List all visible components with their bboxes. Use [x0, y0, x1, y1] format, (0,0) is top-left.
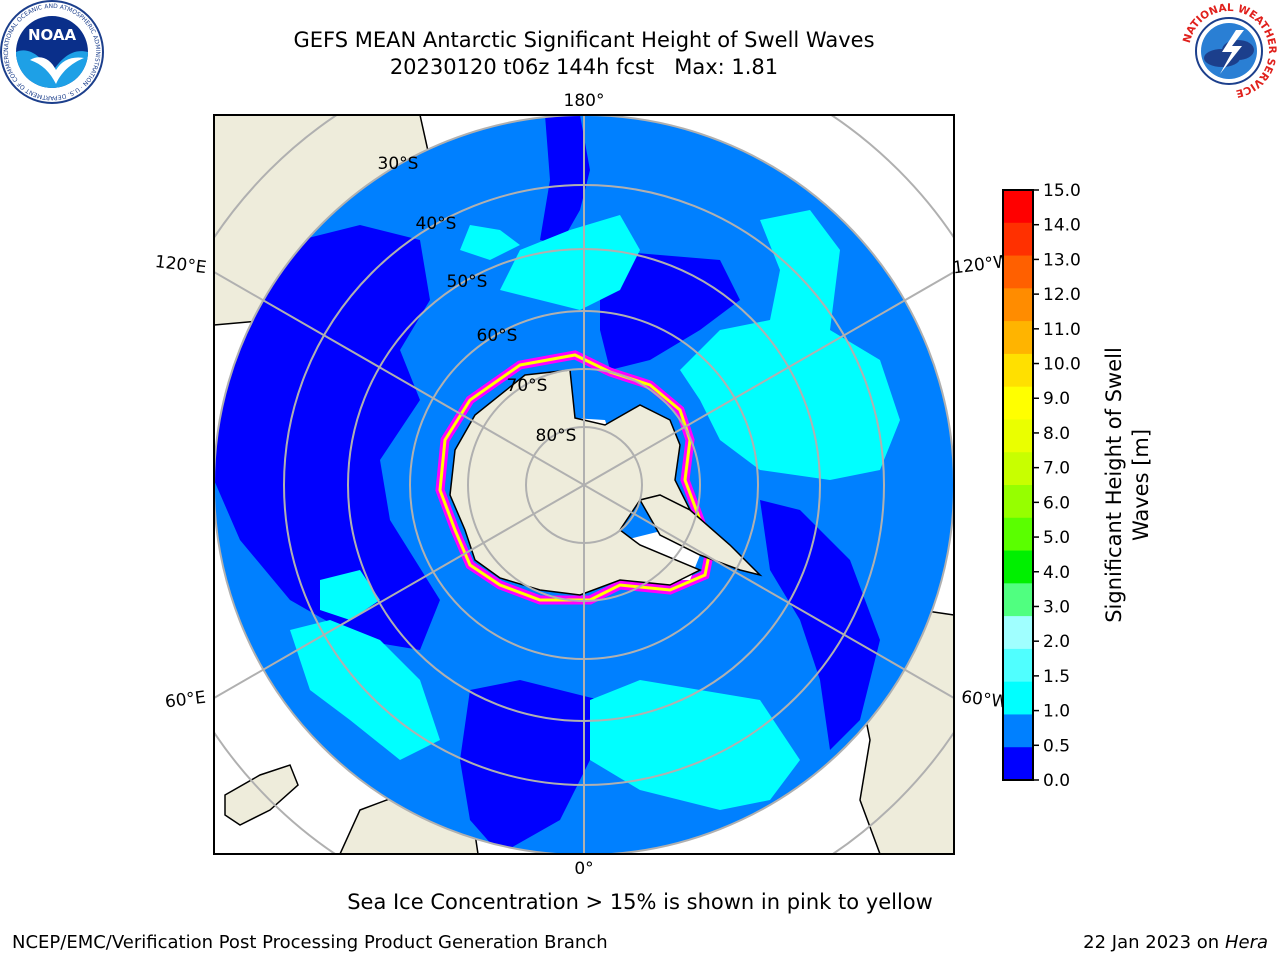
noaa-logo-text: NOAA — [28, 26, 77, 44]
lon-label-180: 180° — [564, 91, 605, 111]
nws-logo: NATIONAL WEATHER SERVICE — [1179, 1, 1279, 101]
meridian-60e-120w — [214, 271, 954, 699]
lat-label-80s: 80°S — [536, 426, 577, 446]
colorbar-band — [1003, 714, 1033, 748]
colorbar-band — [1003, 190, 1033, 224]
colorbar-band — [1003, 616, 1033, 650]
swell-region-dark-east — [760, 500, 880, 750]
noaa-logo: NATIONAL OCEANIC AND ATMOSPHERIC ADMINIS… — [0, 0, 104, 104]
lon-label-60e: 60°E — [164, 688, 207, 713]
swell-region-dark-west — [214, 225, 440, 650]
land-madagascar — [224, 764, 299, 826]
colorbar-band — [1003, 648, 1033, 683]
colorbar-tick-label: 0.0 — [1043, 771, 1070, 790]
chart-subtitle: 20230120 t06z 144h fcst Max: 1.81 — [389, 55, 779, 79]
run-date: 22 Jan 2023 on — [1083, 932, 1225, 953]
land-antarctic-peninsula — [638, 494, 763, 577]
lon-label-0: 0° — [574, 859, 593, 879]
colorbar-band — [1003, 255, 1033, 289]
lat-label-70s: 70°S — [507, 376, 548, 396]
colorbar-tick-label: 5.0 — [1043, 528, 1070, 548]
colorbar-tick-label: 1.5 — [1043, 667, 1070, 687]
colorbar-tick-label: 15.0 — [1043, 181, 1081, 201]
colorbar-label-line1: Significant Height of Swell — [1102, 347, 1126, 623]
colorbar: 15.0 14.0 13.0 12.0 11.0 10.0 9.0 8.0 7.0 6.0 5.0 4… — [1002, 181, 1081, 790]
swell-region-cyan-southeast — [590, 680, 800, 810]
swell-region-cyan-north — [500, 215, 640, 310]
colorbar-tick-label: 10.0 — [1043, 355, 1081, 375]
land-antarctica — [449, 369, 702, 596]
colorbar-tick-label: 14.0 — [1043, 216, 1081, 236]
colorbar-frame — [1002, 189, 1034, 781]
colorbar-band — [1003, 452, 1033, 486]
colorbar-band — [1003, 517, 1033, 552]
colorbar-tick-label: 2.0 — [1043, 632, 1070, 652]
graticule — [214, 115, 954, 854]
swell-region-cyan-northeast — [680, 210, 900, 480]
chart-title: GEFS MEAN Antarctic Significant Height o… — [293, 28, 875, 52]
swell-region-dark-north — [540, 115, 590, 245]
colorbar-band — [1003, 353, 1033, 388]
colorbar-tick-label: 11.0 — [1043, 320, 1081, 340]
colorbar-label-line2: Waves [m] — [1129, 428, 1153, 542]
colorbar-bands — [1003, 190, 1033, 781]
sea-ice-note: Sea Ice Concentration > 15% is shown in … — [347, 890, 933, 914]
swell-region-cyan-west — [320, 570, 380, 620]
colorbar-tick-label: 12.0 — [1043, 285, 1081, 305]
colorbar-tick-label: 9.0 — [1043, 389, 1070, 409]
colorbar-band — [1003, 288, 1033, 322]
colorbar-band — [1003, 386, 1033, 420]
colorbar-tick-label: 7.0 — [1043, 459, 1070, 479]
colorbar-tick-label: 0.5 — [1043, 736, 1070, 756]
colorbar-tick-label: 13.0 — [1043, 250, 1081, 270]
colorbar-band — [1003, 550, 1033, 584]
colorbar-band — [1003, 747, 1033, 781]
swell-region-cyan-northwest — [460, 225, 520, 260]
colorbar-tick-label: 3.0 — [1043, 597, 1070, 617]
colorbar-ticks: 15.0 14.0 13.0 12.0 11.0 10.0 9.0 8.0 7.0 6.0 5.0 4… — [1033, 181, 1081, 790]
map-frame — [213, 114, 955, 855]
lat-label-60s: 60°S — [477, 326, 518, 346]
lat-label-40s: 40°S — [416, 214, 457, 234]
run-host: Hera — [1224, 932, 1268, 953]
run-date-credit: 22 Jan 2023 on Hera — [1083, 932, 1268, 953]
lat-label-30s: 30°S — [378, 154, 419, 174]
colorbar-tick-label: 6.0 — [1043, 493, 1070, 513]
colorbar-band — [1003, 485, 1033, 519]
swell-region-dark-northcenter — [600, 250, 740, 370]
colorbar-tick-label: 1.0 — [1043, 702, 1070, 722]
colorbar-band — [1003, 419, 1033, 453]
colorbar-band — [1003, 222, 1033, 257]
lon-label-120e: 120°E — [154, 252, 208, 278]
colorbar-tick-label: 8.0 — [1043, 424, 1070, 444]
map-frame-content — [214, 115, 954, 854]
swell-region-dark-south — [460, 680, 600, 854]
lat-label-50s: 50°S — [447, 272, 488, 292]
colorbar-band — [1003, 321, 1033, 355]
sea-ice-inner — [438, 353, 712, 602]
colorbar-band — [1003, 583, 1033, 617]
producer-credit: NCEP/EMC/Verification Post Processing Pr… — [12, 932, 608, 953]
colorbar-tick-label: 4.0 — [1043, 563, 1070, 583]
colorbar-band — [1003, 681, 1033, 715]
